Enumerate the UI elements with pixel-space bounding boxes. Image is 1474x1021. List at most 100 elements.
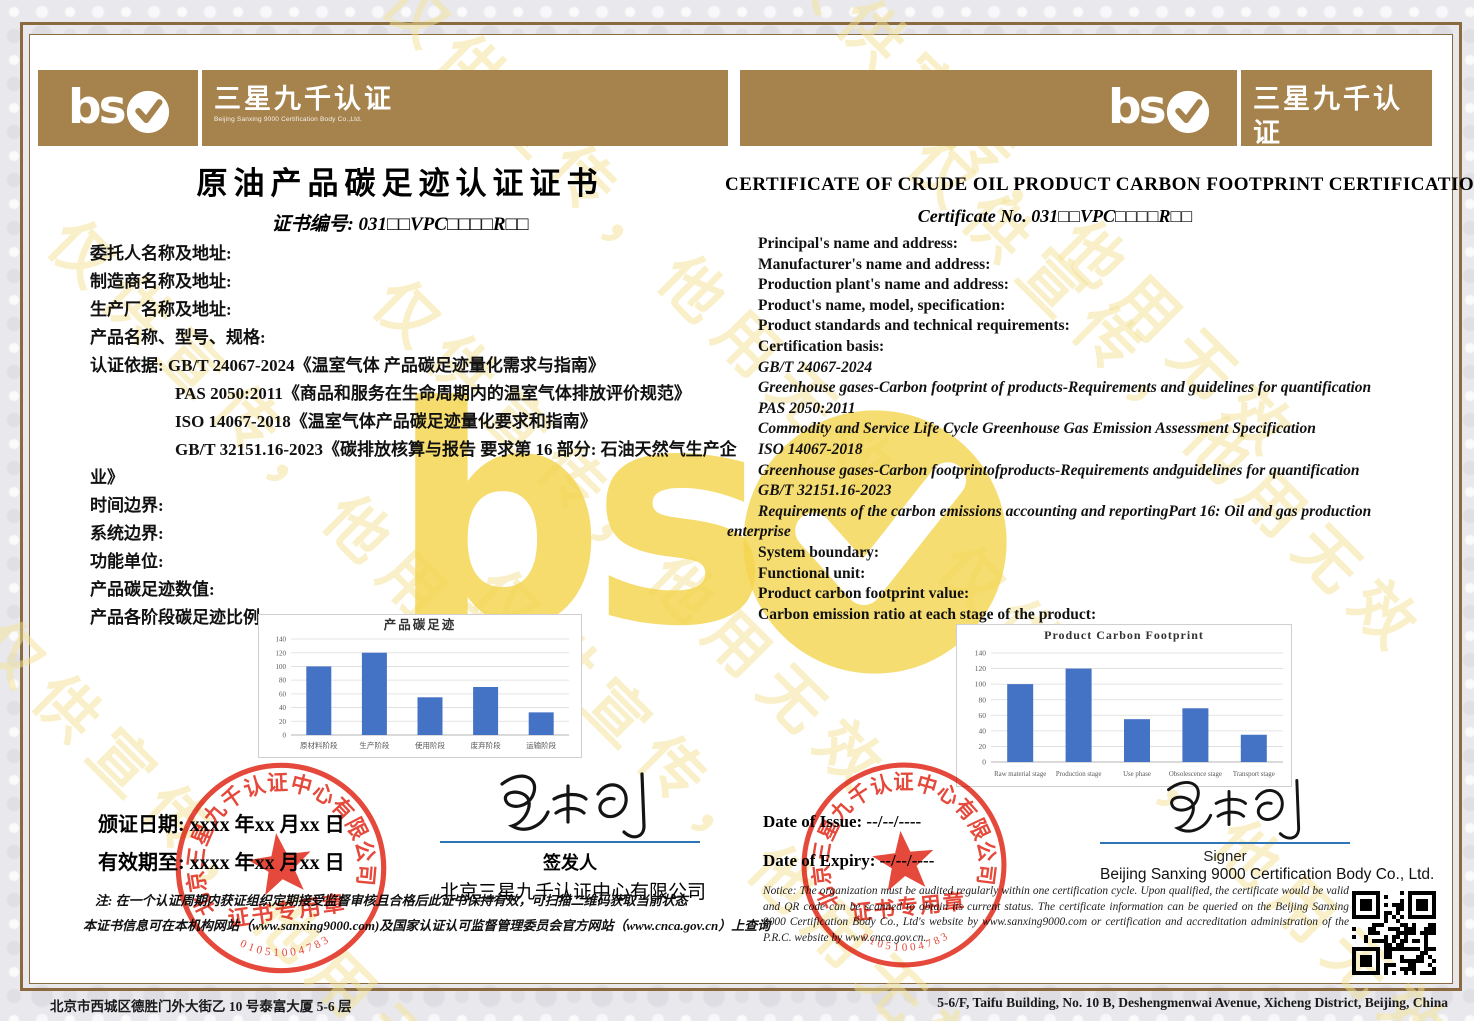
x-tick-label: Obsolescence stage	[1169, 771, 1222, 778]
note-line-2: 本证书信息可在本机构网站（www.sanxing9000.com)及国家认证认可…	[83, 918, 771, 933]
x-tick-label: 生产阶段	[359, 740, 389, 750]
header-band-left: bs 三星九千认证 Beijing Sanxing 9000 Certifica…	[38, 70, 728, 146]
certificate-fields-cn: 委托人名称及地址: 制造商名称及地址: 生产厂名称及地址: 产品名称、型号、规格…	[90, 240, 737, 632]
field-line: 产品碳足迹数值:	[90, 580, 215, 599]
certificate-title-en: CERTIFICATE OF CRUDE OIL PRODUCT CARBON …	[725, 174, 1474, 195]
bar	[1240, 734, 1267, 762]
field-line: 系统边界:	[90, 524, 164, 543]
y-tick-label: 0	[283, 732, 287, 740]
right-chart: Product Carbon Footprint 0 20 40 60 80 100 120 1…	[956, 624, 1292, 787]
field-line: 产品各阶段碳足迹比例:	[90, 608, 266, 627]
y-tick-label: 20	[279, 718, 287, 726]
bso-logo-text: bs	[68, 80, 127, 135]
svg-text:01051004783: 01051004783	[858, 922, 953, 959]
band-divider	[198, 70, 202, 146]
bar	[417, 697, 443, 735]
brand-name-cn: 三星九千认证	[1253, 84, 1403, 148]
field-line: 业》	[90, 468, 124, 487]
brand-name-en: Beijing Sanxing 9000 Certification Body …	[1253, 150, 1401, 157]
field-line: Principal's name and address:	[758, 235, 958, 252]
footer-address-en: 5-6/F, Taifu Building, No. 10 B, Desheng…	[937, 995, 1448, 1010]
bar	[361, 652, 387, 735]
bar	[306, 666, 332, 735]
field-line: Requirements of the carbon emissions acc…	[758, 502, 1372, 520]
y-tick-label: 0	[982, 758, 986, 767]
y-tick-label: 140	[276, 636, 287, 644]
field-line: 委托人名称及地址:	[90, 244, 232, 263]
field-line: 功能单位:	[90, 552, 164, 571]
y-tick-label: 100	[276, 663, 287, 671]
bar	[1124, 719, 1150, 762]
left-chart: 产品碳足迹 0 20 40 60 80 100 120 140 原材料阶段 生产阶段 使用阶段 废弃阶段…	[258, 614, 582, 758]
x-tick-label: Raw material stage	[994, 771, 1046, 778]
bso-logo: bs	[68, 80, 170, 136]
note-line-1: 注: 在一个认证周期内获证组织定期接受监督审核且合格后此证书保持有效，可扫描二维…	[95, 893, 688, 908]
y-tick-label: 40	[279, 704, 287, 712]
signature-line	[1100, 842, 1350, 844]
field-line: Functional unit:	[758, 564, 866, 582]
signer-org-cn: 北京三星九千认证中心有限公司	[440, 882, 707, 903]
field-line: GB/T 32151.16-2023《碳排放核算与报告 要求第 16 部分: 石…	[175, 440, 737, 459]
certificate-number-cn: 证书编号: 031□□VPC□□□□R□□	[271, 214, 529, 235]
field-line: Carbon emission ratio at each stage of t…	[758, 605, 1097, 623]
y-tick-label: 60	[979, 711, 987, 720]
field-line: Product standards and technical requirem…	[758, 317, 1070, 335]
field-line: 时间边界:	[90, 496, 164, 515]
field-line: ISO 14067-2018《温室气体产品碳足迹量化要求和指南》	[175, 412, 597, 431]
svg-text:证书专用章: 证书专用章	[849, 888, 967, 925]
field-line: PAS 2050:2011	[758, 399, 856, 417]
field-line: System boundary:	[758, 543, 880, 561]
y-tick-label: 120	[276, 649, 287, 657]
x-tick-label: Production stage	[1056, 771, 1102, 778]
y-tick-label: 120	[975, 664, 987, 673]
band-divider	[1237, 70, 1241, 146]
chart-title: Product Carbon Footprint	[1044, 628, 1204, 642]
x-tick-label: Transport stage	[1233, 771, 1275, 778]
field-line: ISO 14067-2018	[758, 440, 863, 458]
x-tick-label: 使用阶段	[415, 740, 445, 750]
y-tick-label: 20	[979, 742, 987, 751]
certificate-fields-en: Principal's name and address: Manufactur…	[727, 234, 1418, 625]
stamp-star	[248, 833, 311, 896]
notice-paragraph: Notice: The organization must be audited…	[763, 885, 1349, 944]
outer-border-frame	[20, 22, 1462, 991]
field-line: 认证依据: GB/T 24067-2024《温室气体 产品碳足迹量化需求与指南》	[90, 356, 605, 375]
signature-scribble	[1167, 779, 1301, 840]
field-line: 产品名称、型号、规格:	[90, 328, 266, 347]
bar	[473, 687, 499, 735]
y-tick-label: 100	[975, 680, 987, 689]
x-tick-label: Use phase	[1123, 771, 1151, 778]
qr-code	[1352, 891, 1436, 975]
x-tick-label: 废弃阶段	[471, 740, 501, 750]
brand-name-en: Beijing Sanxing 9000 Certification Body …	[214, 116, 362, 123]
x-tick-label: 原材料阶段	[300, 740, 338, 750]
svg-text:01051004783: 01051004783	[237, 925, 335, 965]
field-line: Manufacturer's name and address:	[758, 255, 991, 273]
stamp-star	[872, 830, 934, 891]
brand-name: 三星九千认证 Beijing Sanxing 9000 Certificatio…	[214, 82, 394, 123]
inner-border-frame	[29, 34, 1453, 984]
y-tick-label: 60	[279, 690, 287, 698]
bar	[1065, 668, 1092, 762]
certification-stamp: 北京三星九千认证中心有限公司 证书专用章 01051004783	[799, 760, 1007, 968]
bso-logo: bs	[1108, 80, 1210, 136]
signature-block-cn: 签发人 北京三星九千认证中心有限公司	[440, 768, 707, 904]
signature-block-en: Signer Beijing Sanxing 9000 Certificatio…	[1100, 775, 1434, 884]
field-line: Product's name, model, specification:	[758, 296, 1006, 314]
header-band-right: bs 三星九千认证 Beijing Sanxing 9000 Certifica…	[740, 70, 1432, 157]
certificate-number-en: Certificate No. 031□□VPC□□□□R□□	[917, 206, 1193, 226]
field-line: Product carbon footprint value:	[758, 585, 970, 603]
bar	[1182, 708, 1209, 762]
signer-label-en: Signer	[1203, 848, 1247, 865]
bso-logo-text: bs	[1108, 80, 1167, 135]
signature-scribble	[500, 772, 646, 839]
field-line: GB/T 32151.16-2023	[758, 482, 892, 500]
footer-address-cn: 北京市西城区德胜门外大街乙 10 号泰富大厦 5-6 层	[50, 999, 352, 1014]
x-tick-label: 运输阶段	[526, 740, 556, 750]
field-line: enterprise	[727, 523, 791, 541]
chart-title: 产品碳足迹	[384, 617, 457, 632]
y-tick-label: 80	[979, 695, 987, 704]
field-line: Commodity and Service Life Cycle Greenho…	[758, 420, 1316, 438]
field-line: Greenhouse gases-Carbon footprintofprodu…	[758, 461, 1360, 479]
